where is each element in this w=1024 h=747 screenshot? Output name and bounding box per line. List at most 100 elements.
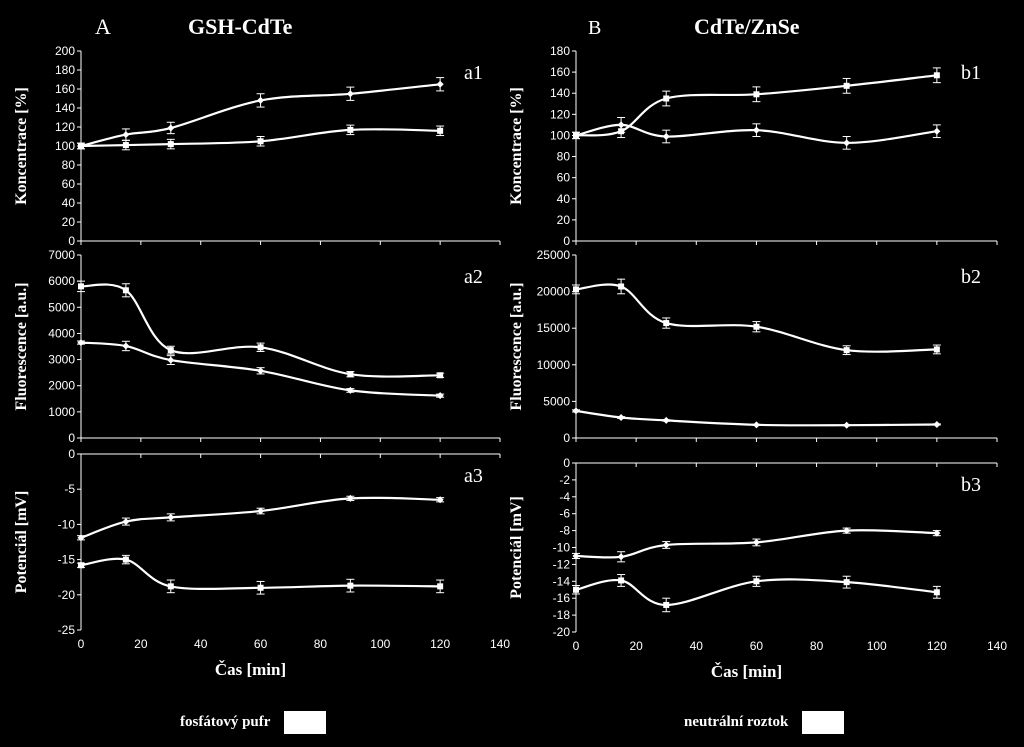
x-tick-label: 100 [370, 637, 390, 651]
panel-label: a3 [464, 465, 483, 487]
panel-label: b1 [961, 62, 981, 84]
data-point-diamond [933, 127, 941, 135]
y-tick-label: 180 [550, 44, 570, 58]
y-tick-label: 15000 [537, 321, 571, 335]
data-point-square [933, 589, 940, 596]
y-tick-label: 100 [55, 139, 75, 153]
data-point-diamond [752, 126, 760, 134]
data-point-square [257, 584, 264, 591]
data-point-diamond [257, 96, 265, 104]
y-tick-label: 180 [55, 63, 75, 77]
x-tick-label: 40 [690, 639, 704, 653]
x-tick-label: 0 [573, 639, 580, 653]
data-point-diamond [662, 541, 670, 549]
data-point-square [167, 347, 174, 354]
legend-label-neutral: neutrální roztok [684, 714, 789, 730]
data-point-square [78, 143, 84, 149]
y-tick-label: 140 [550, 86, 570, 100]
data-point-square [573, 586, 579, 593]
data-point-diamond [572, 407, 580, 415]
x-tick-label: 80 [810, 639, 824, 653]
x-tick-label: 140 [987, 639, 1007, 653]
y-axis-title: Koncentrace [%] [508, 87, 525, 205]
y-tick-label: 20 [557, 213, 571, 227]
y-tick-label: -10 [553, 541, 571, 555]
y-tick-label: 20000 [537, 285, 571, 299]
data-point-diamond [77, 534, 85, 542]
y-tick-label: -18 [553, 608, 571, 622]
y-tick-label: 0 [68, 431, 75, 445]
data-point-square [122, 142, 129, 149]
y-tick-label: 4000 [48, 326, 75, 340]
data-point-square [753, 578, 760, 585]
panel-a1: 0 20 40 60 80 100 120 140 160 180 200 Koncentrace [… [13, 44, 501, 248]
y-axis-title: Koncentrace [%] [13, 87, 30, 205]
y-tick-label: 6000 [48, 274, 75, 288]
y-tick-label: 40 [62, 196, 76, 210]
panel-label: a2 [464, 266, 483, 288]
y-tick-label: -12 [553, 557, 571, 571]
data-point-diamond [436, 392, 444, 400]
data-point-square [167, 583, 174, 590]
x-tick-label: 60 [750, 639, 764, 653]
y-tick-label: -25 [58, 623, 76, 637]
y-tick-label: 1000 [48, 405, 75, 419]
data-point-square [257, 344, 264, 351]
y-tick-label: 120 [55, 120, 75, 134]
panel-a3: -25 -20 -15 -10 -5 0 0 20 40 60 80 100 120 140 Čas [mi… [13, 447, 510, 679]
data-point-square [573, 286, 579, 293]
data-point-diamond [257, 507, 265, 515]
legend-swatch-phosphate [284, 711, 327, 734]
y-tick-label: -8 [559, 524, 570, 538]
y-tick-label: 5000 [48, 300, 75, 314]
y-tick-label: -20 [58, 588, 76, 602]
data-point-diamond [167, 124, 175, 132]
data-point-diamond [77, 339, 85, 347]
x-tick-label: 120 [927, 639, 947, 653]
data-point-diamond [122, 518, 130, 526]
y-tick-label: -6 [559, 507, 570, 521]
data-point-square [122, 556, 129, 563]
y-tick-label: -16 [553, 591, 571, 605]
data-point-diamond [933, 420, 941, 428]
y-tick-label: 160 [550, 65, 570, 79]
x-tick-label: 120 [430, 637, 450, 651]
y-tick-label: 100 [550, 128, 570, 142]
data-point-diamond [843, 139, 851, 147]
y-tick-label: 200 [55, 44, 75, 58]
y-tick-label: 5000 [543, 394, 570, 408]
data-point-square [618, 128, 625, 135]
y-tick-label: 120 [550, 107, 570, 121]
y-tick-label: 0 [68, 447, 75, 461]
y-tick-label: 0 [68, 234, 75, 248]
x-axis-title: Čas [min] [215, 660, 286, 679]
column-a-letter: A [95, 14, 111, 39]
data-point-diamond [662, 133, 670, 140]
x-tick-label: 20 [629, 639, 643, 653]
data-point-diamond [843, 421, 851, 429]
data-point-diamond [436, 496, 444, 504]
y-tick-label: -10 [58, 517, 76, 531]
x-tick-label: 40 [194, 637, 208, 651]
panel-label: b2 [961, 266, 981, 288]
y-tick-label: 2000 [48, 379, 75, 393]
data-point-diamond [346, 386, 354, 394]
data-point-diamond [122, 342, 130, 350]
y-tick-label: -2 [559, 473, 570, 487]
data-point-square [257, 138, 264, 145]
y-tick-label: 140 [55, 101, 75, 115]
data-point-square [122, 287, 129, 294]
data-point-diamond [752, 538, 760, 546]
column-b-letter: B [588, 17, 601, 39]
y-axis-title: Potenciál [mV] [508, 496, 525, 599]
y-tick-label: 60 [62, 177, 76, 191]
data-point-square [167, 141, 174, 148]
panel-b3: -20-18-16-14-12-10-8-6-4-200 20 40 60 80 100 1… [508, 456, 1007, 681]
data-point-square [618, 283, 625, 290]
y-tick-label: -14 [553, 574, 571, 588]
data-point-square [618, 577, 625, 584]
data-point-square [663, 601, 670, 608]
panel-a2: 0 1000 2000 3000 4000 5000 6000 7000 Fluorescenc… [13, 248, 501, 445]
